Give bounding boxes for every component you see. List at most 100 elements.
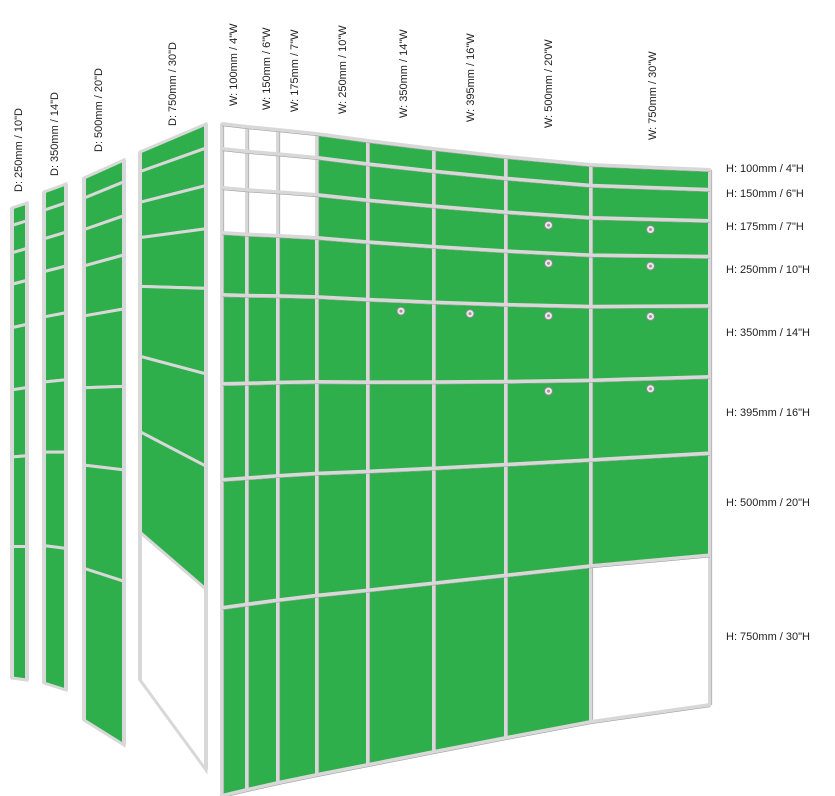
width-label: W: 350mm / 14"W (398, 29, 410, 118)
side-panel-segment (10, 322, 29, 392)
locker-door (276, 594, 319, 785)
locker-door (245, 233, 280, 298)
width-label: W: 750mm / 30"W (647, 51, 659, 140)
locker-door (220, 293, 249, 386)
frame-rail (221, 451, 711, 482)
width-label: W: 150mm / 6"W (261, 27, 273, 110)
width-label: W: 175mm / 7"W (289, 29, 301, 112)
height-label: H: 250mm / 10"H (726, 264, 810, 276)
locks (396, 220, 655, 396)
frame-rail-edge (221, 150, 711, 192)
locker-door (276, 472, 319, 602)
locker-door (432, 380, 508, 470)
empty-cell (220, 147, 249, 192)
side-panel-segment (82, 384, 126, 472)
locker-door (220, 603, 249, 796)
width-label: W: 250mm / 10"W (337, 25, 349, 114)
lock-keyhole (649, 228, 652, 231)
height-label: H: 175mm / 7"H (726, 221, 804, 233)
locker-door (589, 216, 712, 259)
locker-door (245, 381, 280, 480)
frame-rail (221, 186, 711, 223)
side-panel-segment (10, 385, 29, 459)
locker-door (276, 294, 319, 385)
side-panel-segment (10, 246, 29, 287)
lock-keyhole (649, 264, 652, 268)
side-panel-segment (42, 264, 68, 319)
side-panel-segment (10, 278, 29, 330)
height-label: H: 750mm / 30"H (726, 631, 810, 643)
height-label: H: 150mm / 6"H (726, 188, 804, 200)
depth-label: D: 750mm / 30"D (167, 42, 179, 126)
lock-keyhole (468, 312, 472, 316)
width-label: W: 500mm / 20"W (543, 39, 555, 128)
locker-door (315, 470, 370, 598)
side-panel-segment (82, 463, 126, 584)
empty-cell (245, 150, 280, 194)
locker-door (432, 245, 508, 307)
locker-door (366, 581, 436, 767)
width-label: W: 100mm / 4"W (228, 23, 240, 106)
frame-rail-edge (221, 378, 711, 387)
locker-door (315, 380, 370, 476)
empty-cell (276, 152, 319, 197)
locker-door (276, 234, 319, 299)
empty-cell (589, 553, 712, 724)
frame-rail (221, 122, 711, 172)
depth-label: D: 500mm / 20"D (93, 68, 105, 152)
height-label: H: 395mm / 16"H (726, 407, 810, 419)
height-label: H: 500mm / 20"H (726, 497, 810, 509)
lock-keyhole (547, 223, 550, 227)
lock-keyhole (649, 387, 652, 391)
locker-door (432, 463, 508, 585)
locker-door (315, 193, 370, 244)
locker-door (245, 598, 280, 792)
frame-rail-edge (221, 296, 711, 309)
side-panel-segment (42, 543, 68, 693)
side-depth-panels (10, 121, 208, 775)
empty-cell (245, 188, 280, 238)
locker-door (315, 236, 370, 302)
locker-door (432, 573, 508, 754)
frame-rail (221, 147, 711, 192)
side-panel-segment (82, 307, 126, 390)
side-panel-segment (82, 566, 126, 748)
lock-keyhole (547, 314, 550, 318)
side-panel-segment (10, 454, 29, 549)
side-panel-segment (10, 545, 29, 682)
lock-keyhole (547, 261, 550, 265)
side-panel-segment (42, 378, 68, 454)
side-panel-segment (82, 252, 126, 318)
empty-cell (220, 186, 249, 237)
frame-rail-edge (221, 189, 711, 224)
frame-rail (221, 553, 711, 610)
height-label: H: 350mm / 14"H (726, 327, 810, 339)
frame-rail-edge (221, 556, 711, 611)
locker-door (315, 588, 370, 777)
locker-door (366, 240, 436, 304)
frame-rail (221, 231, 711, 259)
locker-door (589, 451, 712, 568)
locker-door (245, 294, 280, 386)
locker-door (220, 231, 249, 298)
frame-rail (221, 703, 711, 796)
frame-rail-edge (228, 706, 711, 796)
lock-keyhole (399, 309, 403, 313)
locker-door (366, 380, 436, 474)
locker-door (366, 466, 436, 592)
empty-cell (276, 190, 319, 240)
side-panel-segment (138, 227, 208, 290)
side-panel-segment (42, 450, 68, 551)
locker-door (504, 458, 593, 577)
locker-door (315, 295, 370, 384)
locker-door (504, 564, 593, 740)
frame-rail-edge (221, 125, 711, 173)
locker-door (245, 474, 280, 607)
frame-rail-edge (221, 454, 711, 483)
locker-door (220, 382, 249, 482)
lock-keyhole (649, 314, 652, 318)
side-panel-segment (42, 310, 68, 384)
height-label: H: 100mm / 4"H (726, 163, 804, 175)
frame-rail-edge (221, 234, 711, 259)
